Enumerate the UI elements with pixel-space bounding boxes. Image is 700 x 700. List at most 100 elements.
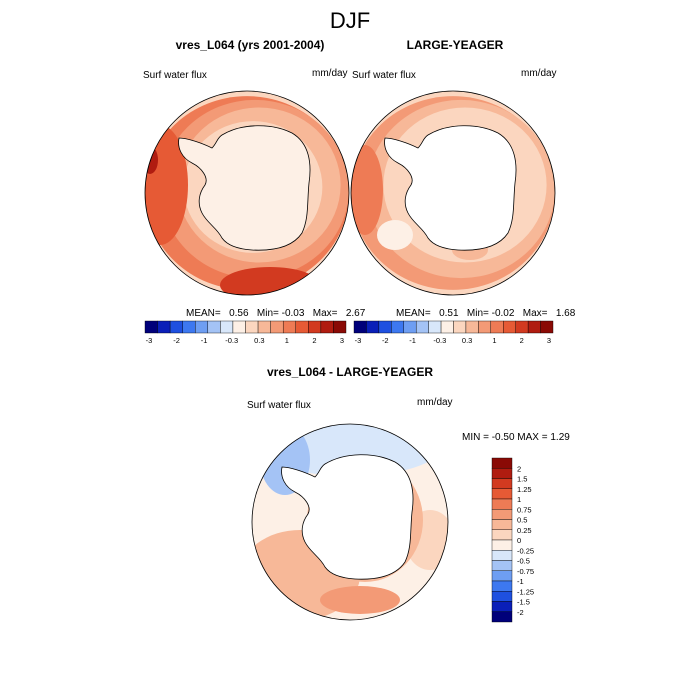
diff-colorbar-tick-label: 2 [517, 464, 521, 473]
diff-stats: MIN = -0.50 MAX = 1.29 [462, 432, 570, 443]
page-title: DJF [329, 8, 371, 33]
left-colorbar-swatch [333, 320, 347, 334]
right-panel-title: LARGE-YEAGER [406, 38, 504, 52]
left-colorbar-tick-label: 2 [312, 336, 316, 345]
diff-colorbar-tick-label: -0.75 [517, 567, 534, 576]
left-colorbar-swatch [270, 320, 284, 334]
right-contour-patch [351, 145, 383, 235]
diff-colorbar-tick-label: -0.25 [517, 546, 534, 555]
diff-colorbar-tick-label: -1.5 [517, 598, 530, 607]
diff-contour-patch [320, 586, 400, 614]
right-min-label: Min= [466, 308, 489, 319]
diff-colorbar-tick-label: 0.75 [517, 505, 532, 514]
right-max-label: Max= [522, 308, 548, 319]
left-colorbar-tick-label: -3 [146, 336, 153, 345]
right-colorbar-swatch [478, 320, 492, 334]
right-colorbar-swatch [490, 320, 504, 334]
left-contour-patch [145, 146, 158, 174]
left-colorbar-swatch [182, 320, 196, 334]
right-max-value: 1.68 [555, 308, 576, 319]
right-mean-label: MEAN= [396, 308, 431, 319]
right-variable-label: Surf water flux [352, 70, 416, 81]
left-mean-label: MEAN= [186, 308, 221, 319]
left-colorbar-swatch [232, 320, 246, 334]
difference-polar-map [251, 423, 449, 621]
left-colorbar-tick-label: 0.3 [254, 336, 264, 345]
left-colorbar-swatch [282, 320, 296, 334]
left-panel-title: vres_L064 (yrs 2001-2004) [175, 38, 325, 52]
diff-colorbar-tick-label: 0.5 [517, 516, 527, 525]
diff-colorbar-tick-label: 0 [517, 536, 521, 545]
left-colorbar-tick-label: -1 [201, 336, 208, 345]
left-stats: MEAN= 0.56 Min= -0.03 Max= 2.67 [186, 308, 365, 319]
diff-colorbar-swatch [491, 580, 513, 592]
left-variable-label: Surf water flux [143, 70, 207, 81]
diff-colorbar-swatch [491, 601, 513, 612]
diff-colorbar-tick-label: -1.25 [517, 587, 534, 596]
left-colorbar-tick-label: 1 [285, 336, 289, 345]
right-colorbar-swatch [527, 320, 541, 334]
diff-colorbar-swatch [491, 591, 513, 602]
left-colorbar-swatch [169, 320, 183, 334]
diff-colorbar-swatch [491, 611, 513, 623]
left-units-label: mm/day [312, 68, 348, 79]
right-colorbar-swatch [415, 320, 429, 334]
right-colorbar-swatch [453, 320, 467, 334]
right-colorbar-swatch [428, 320, 442, 334]
right-colorbar-swatch [403, 320, 417, 334]
diff-colorbar-swatch [491, 539, 513, 551]
right-colorbar: -3 -2 -1 -0.3 0.3 1 2 3 [353, 320, 554, 345]
left-max-label: Max= [312, 308, 338, 319]
left-colorbar-swatch [144, 320, 158, 334]
right-colorbar-tick-label: 0.3 [462, 336, 472, 345]
right-colorbar-tick-label: -2 [382, 336, 389, 345]
left-colorbar-swatch [257, 320, 271, 334]
diff-colorbar-tick-label: -0.5 [517, 557, 530, 566]
right-colorbar-tick-label: 3 [547, 336, 551, 345]
diff-colorbar-swatch [491, 509, 513, 520]
left-map-border [144, 90, 350, 296]
diff-colorbar-tick-label: 1.25 [517, 485, 532, 494]
diff-colorbar-swatch [491, 529, 513, 541]
right-colorbar-swatch [503, 320, 516, 334]
right-mean-value: 0.51 [439, 308, 459, 319]
diff-colorbar-swatch [491, 488, 513, 500]
left-max-value: 2.67 [345, 308, 366, 319]
left-colorbar-tick-label: -2 [173, 336, 180, 345]
left-colorbar-tick-label: -0.3 [225, 336, 238, 345]
right-stats: MEAN= 0.51 Min= -0.02 Max= 1.68 [396, 308, 575, 319]
diff-map-border [251, 423, 449, 621]
left-polar-map [144, 90, 350, 296]
right-colorbar-tick-label: -3 [355, 336, 362, 345]
left-colorbar-tick-label: 3 [340, 336, 344, 345]
diff-panel-title: vres_L064 - LARGE-YEAGER [266, 365, 434, 379]
diff-variable-label: Surf water flux [247, 400, 311, 411]
diff-colorbar-swatch [491, 570, 513, 582]
diff-colorbar: 21.51.2510.750.50.250-0.25-0.5-0.75-1-1.… [491, 457, 534, 623]
diff-colorbar-swatch [491, 457, 513, 469]
diff-colorbar-tick-label: 1.5 [517, 475, 527, 484]
left-colorbar-swatch [245, 320, 259, 334]
right-colorbar-swatch [515, 320, 529, 334]
left-colorbar-swatch [320, 320, 334, 334]
diff-colorbar-swatch [491, 478, 513, 489]
right-colorbar-swatch [440, 320, 454, 334]
right-colorbar-tick-label: 1 [492, 336, 496, 345]
right-min-value: -0.02 [491, 308, 515, 319]
left-colorbar-swatch [157, 320, 171, 334]
left-colorbar: -3 -2 -1 -0.3 0.3 1 2 3 [144, 320, 347, 345]
diff-units-label: mm/day [417, 397, 453, 408]
left-min-value: -0.03 [281, 308, 305, 319]
right-colorbar-swatch [391, 320, 404, 334]
left-colorbar-swatch [220, 320, 234, 334]
diff-colorbar-swatch [491, 550, 513, 561]
diff-colorbar-swatch [491, 519, 513, 530]
diff-colorbar-swatch [491, 560, 513, 571]
left-colorbar-swatch [295, 320, 309, 334]
right-colorbar-tick-label: -0.3 [433, 336, 446, 345]
right-colorbar-swatch [366, 320, 380, 334]
left-min-label: Min= [256, 308, 279, 319]
diff-colorbar-tick-label: -1 [517, 577, 524, 586]
diff-colorbar-tick-label: 0.25 [517, 526, 532, 535]
